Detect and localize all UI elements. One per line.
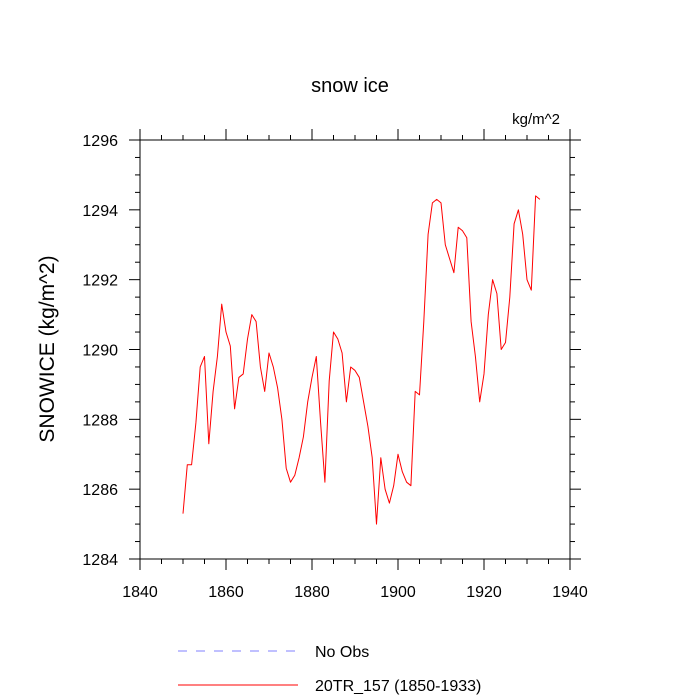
legend-label-no-obs: No Obs <box>315 644 369 661</box>
y-tick-label: 1284 <box>82 552 118 569</box>
series-layer <box>182 195 541 525</box>
units-label: kg/m^2 <box>512 111 560 128</box>
y-axis-label: SNOWICE (kg/m^2) <box>36 255 59 442</box>
tick-labels: 1840 1860 1880 1900 1920 1940 1284 1286 1288 1290… <box>82 133 587 601</box>
axis-ticks <box>129 129 581 570</box>
x-tick-label: 1920 <box>466 584 502 601</box>
x-tick-label: 1860 <box>208 584 244 601</box>
y-tick-label: 1286 <box>82 482 118 499</box>
legend-label-20tr-157: 20TR_157 (1850-1933) <box>315 678 481 695</box>
x-tick-label: 1900 <box>380 584 416 601</box>
y-tick-label: 1288 <box>82 412 118 429</box>
x-tick-label: 1840 <box>122 584 158 601</box>
chart-title: snow ice <box>311 75 389 97</box>
y-tick-label: 1294 <box>82 203 118 220</box>
y-tick-label: 1296 <box>82 133 118 150</box>
series-line-20tr-157-1850-1933 <box>182 195 541 525</box>
y-tick-label: 1290 <box>82 343 118 360</box>
legend: No Obs 20TR_157 (1850-1933) <box>178 644 481 695</box>
plot-frame <box>139 139 571 560</box>
y-tick-label: 1292 <box>82 273 118 290</box>
x-tick-label: 1940 <box>552 584 588 601</box>
x-tick-label: 1880 <box>294 584 330 601</box>
